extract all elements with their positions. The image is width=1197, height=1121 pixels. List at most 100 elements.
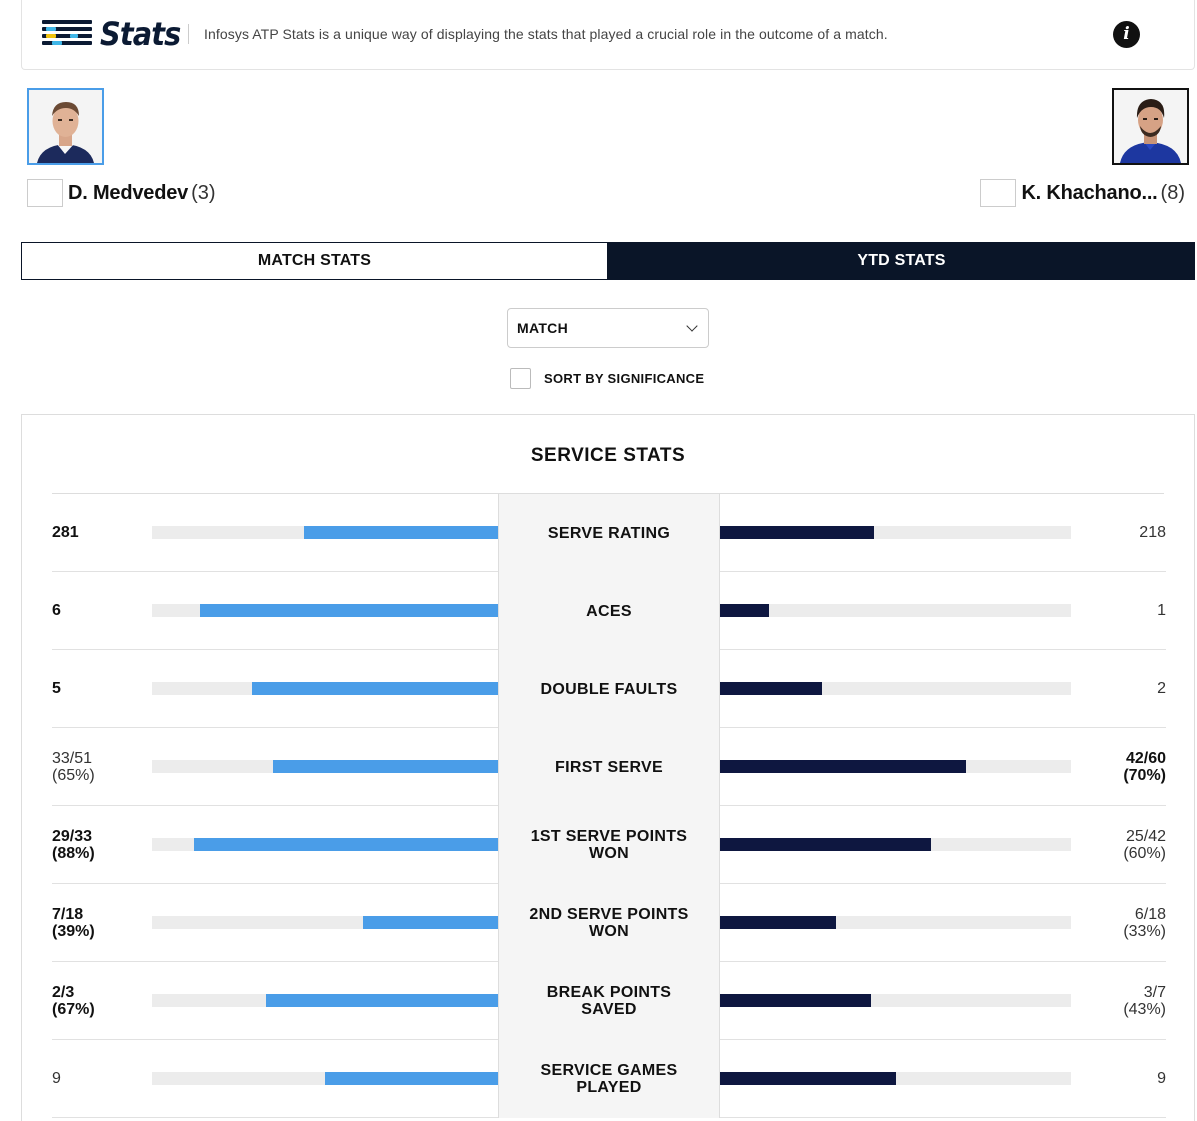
stat-left-bar bbox=[266, 994, 498, 1007]
period-select[interactable]: MATCH bbox=[507, 308, 709, 348]
stat-right-line: 6/18 bbox=[1134, 905, 1166, 923]
stat-right-line: (33%) bbox=[1123, 922, 1166, 940]
stat-left-line: (88%) bbox=[52, 844, 95, 862]
stat-row: 5 DOUBLE FAULTS 2 bbox=[52, 650, 1166, 728]
stat-right-line: 25/42 bbox=[1125, 827, 1166, 845]
stat-left-line: 2/3 bbox=[52, 983, 75, 1001]
player-right-flag-icon bbox=[980, 179, 1017, 207]
stat-right-value: 1 bbox=[1157, 572, 1166, 649]
stat-right-line: 2 bbox=[1157, 680, 1166, 697]
player-left-name[interactable]: D. Medvedev bbox=[68, 181, 189, 204]
stat-left-value: 33/51 (65%) bbox=[52, 728, 95, 805]
header-divider bbox=[188, 24, 189, 44]
tab-match-stats-label: MATCH STATS bbox=[257, 252, 372, 269]
stat-left-value: 2/3 (67%) bbox=[52, 962, 95, 1039]
stat-left-bar-track bbox=[152, 604, 498, 617]
stat-left-value: 281 bbox=[52, 494, 79, 571]
stat-left-bar-track bbox=[152, 838, 498, 851]
stat-right-line: 218 bbox=[1139, 524, 1166, 541]
stat-left-bar-track bbox=[152, 994, 498, 1007]
player-right-seed: (8) bbox=[1160, 181, 1185, 204]
stat-left-bar-track bbox=[152, 760, 498, 773]
section-divider bbox=[52, 493, 1164, 494]
stat-left-bar-track bbox=[152, 916, 498, 929]
stat-right-bar-track bbox=[720, 1072, 1071, 1085]
stat-right-value: 25/42 (60%) bbox=[1123, 806, 1166, 883]
stat-right-bar bbox=[720, 916, 836, 929]
stat-left-value: 5 bbox=[52, 650, 61, 727]
stat-row: 2/3 (67%) BREAK POINTS SAVED 3/7 (43%) bbox=[52, 962, 1166, 1040]
stat-right-bar-track bbox=[720, 604, 1071, 617]
sort-checkbox[interactable] bbox=[510, 368, 531, 389]
stat-right-bar bbox=[720, 526, 875, 539]
stat-row: 281 SERVE RATING 218 bbox=[52, 494, 1166, 572]
player-right-avatar-icon bbox=[1114, 90, 1187, 163]
stat-label: 1ST SERVE POINTS WON bbox=[498, 806, 720, 884]
stat-left-line: (65%) bbox=[52, 766, 95, 784]
stat-left-value: 29/33 (88%) bbox=[52, 806, 95, 883]
stat-left-bar-track bbox=[152, 1072, 498, 1085]
player-left[interactable]: D. Medvedev (3) bbox=[27, 178, 216, 208]
stat-right-bar bbox=[720, 1072, 896, 1085]
stat-left-value: 6 bbox=[52, 572, 61, 649]
stat-label: SERVICE GAMES PLAYED bbox=[498, 1040, 720, 1118]
chevron-down-icon bbox=[686, 320, 698, 332]
stat-right-bar bbox=[720, 682, 822, 695]
stat-right-bar-track bbox=[720, 760, 1071, 773]
stat-label: ACES bbox=[498, 572, 720, 650]
period-select-value: MATCH bbox=[517, 320, 569, 336]
stat-right-bar-track bbox=[720, 682, 1071, 695]
stat-left-value: 7/18 (39%) bbox=[52, 884, 95, 961]
stat-left-line: 29/33 bbox=[52, 827, 93, 845]
stat-label: BREAK POINTS SAVED bbox=[498, 962, 720, 1040]
player-right[interactable]: K. Khachano... (8) bbox=[980, 178, 1185, 208]
stat-left-line: 33/51 bbox=[52, 749, 93, 767]
stat-right-value: 9 bbox=[1157, 1040, 1166, 1117]
stat-row: 29/33 (88%) 1ST SERVE POINTS WON 25/42 (60%) bbox=[52, 806, 1166, 884]
stat-right-line: 42/60 bbox=[1125, 749, 1166, 767]
stat-left-bar-track bbox=[152, 682, 498, 695]
tab-ytd-stats-label: YTD STATS bbox=[857, 252, 946, 269]
stat-left-line: (39%) bbox=[52, 922, 95, 940]
sort-toggle[interactable]: SORT BY SIGNIFICANCE bbox=[510, 368, 704, 389]
info-icon[interactable]: i bbox=[1113, 21, 1140, 48]
stat-right-line: 9 bbox=[1157, 1070, 1166, 1087]
stat-right-line: 3/7 bbox=[1143, 983, 1166, 1001]
stat-left-bar bbox=[304, 526, 498, 539]
stat-left-line: 9 bbox=[52, 1070, 61, 1087]
player-right-name[interactable]: K. Khachano... bbox=[1021, 181, 1158, 204]
stat-left-bar bbox=[252, 682, 498, 695]
stat-left-line: 6 bbox=[52, 602, 61, 619]
stat-right-line: 1 bbox=[1157, 602, 1166, 619]
stat-right-value: 2 bbox=[1157, 650, 1166, 727]
stat-left-bar bbox=[273, 760, 498, 773]
player-left-photo[interactable] bbox=[27, 88, 104, 165]
stat-right-value: 6/18 (33%) bbox=[1123, 884, 1166, 961]
stat-left-bar-track bbox=[152, 526, 498, 539]
stat-row: 33/51 (65%) FIRST SERVE 42/60 (70%) bbox=[52, 728, 1166, 806]
logo-text: Stats bbox=[100, 15, 181, 53]
stats-tabs: MATCH STATS YTD STATS bbox=[21, 242, 1195, 280]
stat-right-line: (43%) bbox=[1123, 1000, 1166, 1018]
stat-left-value: 9 bbox=[52, 1040, 61, 1117]
stat-right-value: 218 bbox=[1139, 494, 1166, 571]
stat-right-bar bbox=[720, 994, 871, 1007]
stat-row: 6 ACES 1 bbox=[52, 572, 1166, 650]
stat-left-line: 281 bbox=[52, 524, 79, 541]
stat-right-bar-track bbox=[720, 916, 1071, 929]
player-left-flag-icon bbox=[27, 179, 63, 207]
tab-match-stats[interactable]: MATCH STATS bbox=[21, 242, 608, 280]
stat-label: SERVE RATING bbox=[498, 494, 720, 572]
stat-right-bar-track bbox=[720, 994, 1071, 1007]
stat-right-line: (70%) bbox=[1123, 766, 1166, 784]
stat-left-bar bbox=[193, 838, 498, 851]
stat-right-bar bbox=[720, 604, 770, 617]
player-right-photo[interactable] bbox=[1112, 88, 1189, 165]
stat-row: 7/18 (39%) 2ND SERVE POINTS WON 6/18 (33%) bbox=[52, 884, 1166, 962]
stat-left-bar bbox=[325, 1072, 498, 1085]
stats-logo: Stats bbox=[42, 15, 189, 53]
player-left-seed: (3) bbox=[191, 181, 216, 204]
stat-left-bar bbox=[363, 916, 498, 929]
tab-ytd-stats[interactable]: YTD STATS bbox=[608, 242, 1195, 280]
stat-left-line: (67%) bbox=[52, 1000, 95, 1018]
